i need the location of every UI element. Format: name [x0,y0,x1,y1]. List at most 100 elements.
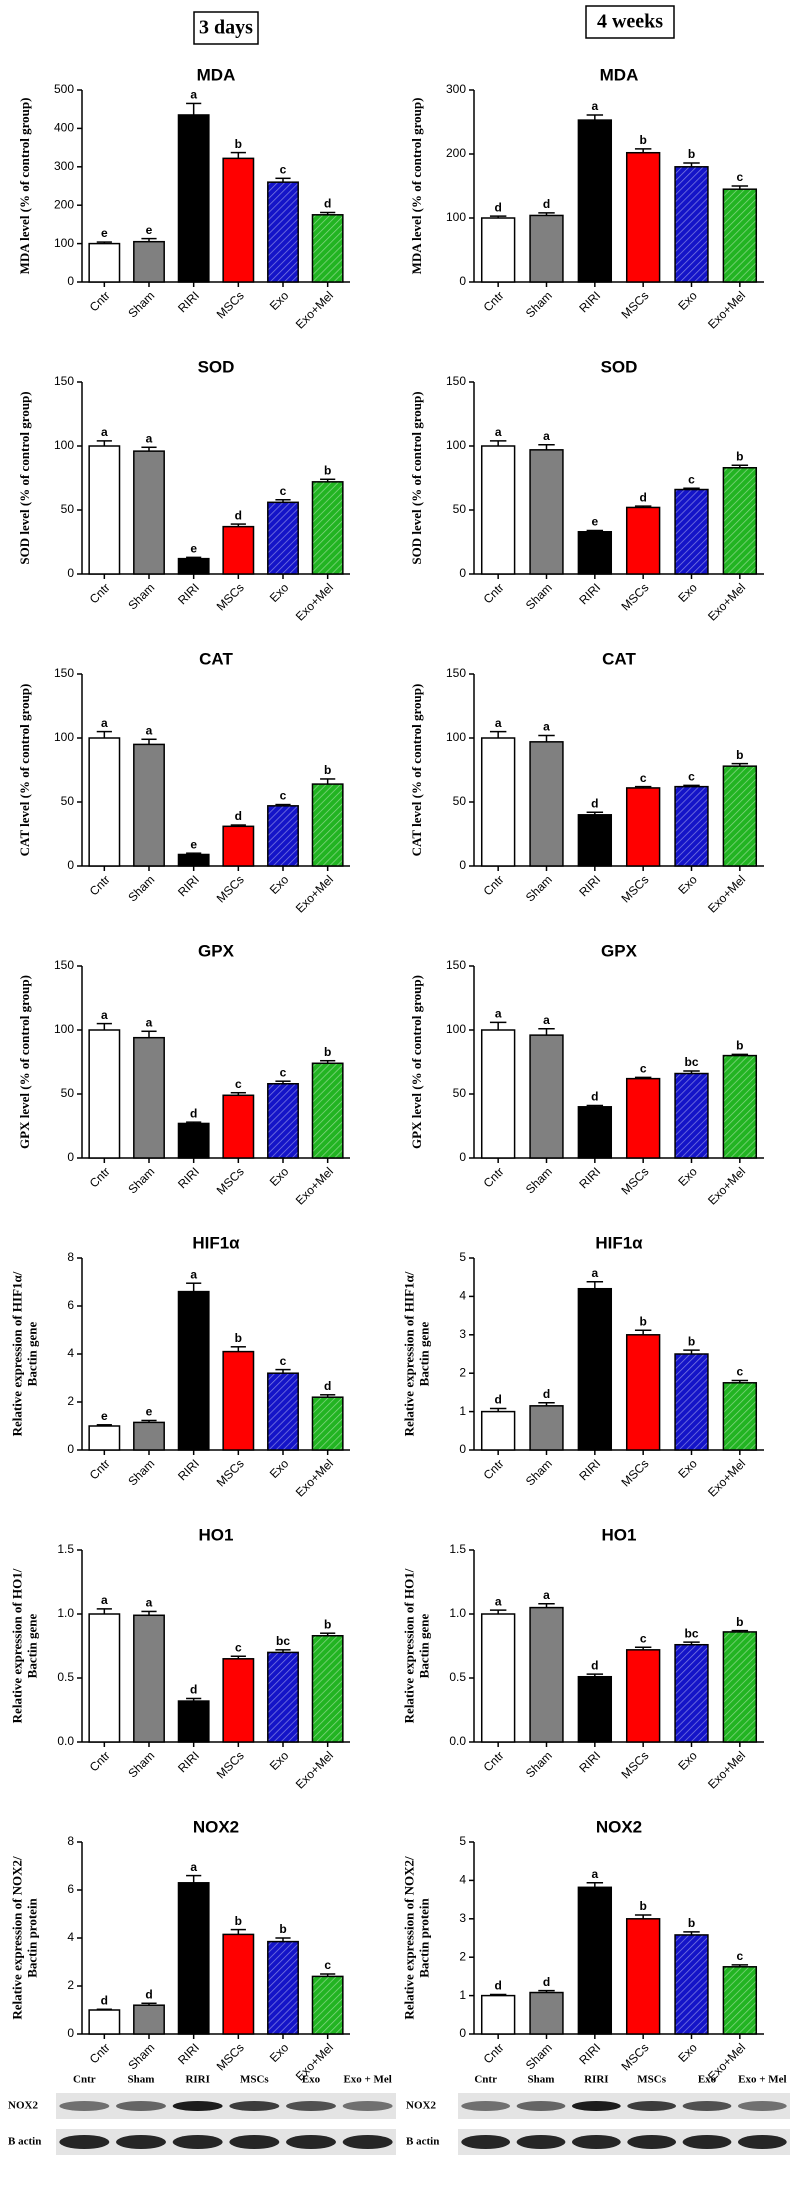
bar [311,1975,344,2035]
x-tick-label: Exo [675,2040,700,2065]
y-tick-label: 2 [459,1365,466,1379]
bar [177,557,210,575]
y-axis-label: Relative expression of NOX2/ [9,1856,24,2020]
bar [177,1122,210,1159]
y-tick-label: 1 [459,1404,466,1418]
y-tick-label: 4 [67,1930,74,1944]
y-tick-label: 2 [67,1978,74,1992]
header-right: 4 weeks [597,11,663,33]
x-tick-label: Exo [675,1164,700,1189]
blot-band [682,2135,732,2149]
significance-letter: bc [684,1055,698,1069]
significance-letter: c [736,1949,743,1963]
significance-letter: c [280,1065,287,1079]
y-tick-label: 50 [453,794,467,808]
significance-letter: c [235,1077,242,1091]
lane-label: RIRI [185,2074,209,2086]
blot-band [737,2101,787,2111]
bar [577,1675,613,1743]
x-tick-label: Cntr [87,2040,113,2066]
bar [577,814,613,867]
y-tick-label: 2 [459,1949,466,1963]
significance-letter: d [543,1975,550,1989]
significance-letter: b [688,1334,695,1348]
x-tick-label: RIRI [576,580,603,607]
bar [577,119,613,283]
chart-title: GPX [601,941,638,960]
blot-band [737,2135,787,2149]
significance-letter: e [591,515,598,529]
bar [267,181,299,283]
bar [177,114,210,283]
significance-letter: b [279,1922,286,1936]
blot-band [59,2135,110,2149]
y-tick-label: 8 [67,1834,74,1848]
bar [311,1635,344,1743]
x-tick-label: Cntr [87,1456,113,1482]
blot-band [342,2101,393,2111]
blot-band [571,2135,621,2149]
significance-letter: a [543,1013,550,1027]
significance-letter: e [101,226,108,240]
significance-letter: d [543,1387,550,1401]
x-tick-label: Exo+Mel [293,580,336,623]
y-axis-label: SOD level (% of control group) [17,391,32,564]
significance-letter: d [494,200,501,214]
blot-band [229,2135,280,2149]
bar [674,1643,709,1743]
y-tick-label: 50 [453,502,467,516]
blot-band [229,2101,280,2111]
bar [133,1614,165,1743]
y-tick-label: 5 [459,1250,466,1264]
bar [480,217,516,283]
blot-band [286,2101,336,2111]
bar [133,743,165,867]
x-tick-label: Cntr [87,872,113,898]
bar [625,1077,661,1159]
significance-letter: c [235,1640,242,1654]
x-tick-label: RIRI [175,1456,202,1483]
bar [222,525,255,575]
x-tick-label: Sham [523,288,555,320]
bar [133,450,165,575]
x-tick-label: MSCs [214,1748,247,1781]
blot-strip [458,2093,790,2119]
significance-letter: b [639,1314,646,1328]
y-tick-label: 50 [61,1086,75,1100]
chart-title: HIF1α [595,1233,643,1252]
significance-letter: bc [276,1634,290,1648]
y-tick-label: 150 [446,666,466,680]
y-tick-label: 6 [67,1298,74,1312]
y-tick-label: 0 [459,1150,466,1164]
blot-band [627,2135,677,2149]
significance-letter: b [736,1615,743,1629]
x-tick-label: MSCs [619,872,652,905]
y-tick-label: 5 [459,1834,466,1848]
bar [625,1649,661,1743]
bar [625,1918,661,2035]
significance-letter: e [101,1409,108,1423]
x-tick-label: Exo+Mel [293,872,336,915]
x-tick-label: Exo+Mel [705,1456,748,1499]
bar [88,1425,121,1451]
x-tick-label: Sham [125,1748,157,1780]
lane-label: Sham [528,2074,555,2086]
x-tick-label: Exo+Mel [293,288,336,331]
chart-title: CAT [199,649,233,668]
bar [722,1054,758,1159]
bar [311,1396,344,1451]
x-tick-label: RIRI [576,2040,603,2067]
bar [529,741,564,867]
bar [529,214,564,283]
bar [722,1382,758,1451]
significance-letter: b [736,748,743,762]
y-tick-label: 6 [67,1882,74,1896]
y-axis-label: GPX level (% of control group) [17,975,32,1149]
significance-letter: a [543,429,550,443]
x-tick-label: Cntr [481,1456,507,1482]
y-tick-label: 1.0 [449,1606,466,1620]
blot-strip [458,2129,790,2155]
bar [577,1106,613,1159]
x-tick-label: RIRI [175,1164,202,1191]
significance-letter: c [280,484,287,498]
